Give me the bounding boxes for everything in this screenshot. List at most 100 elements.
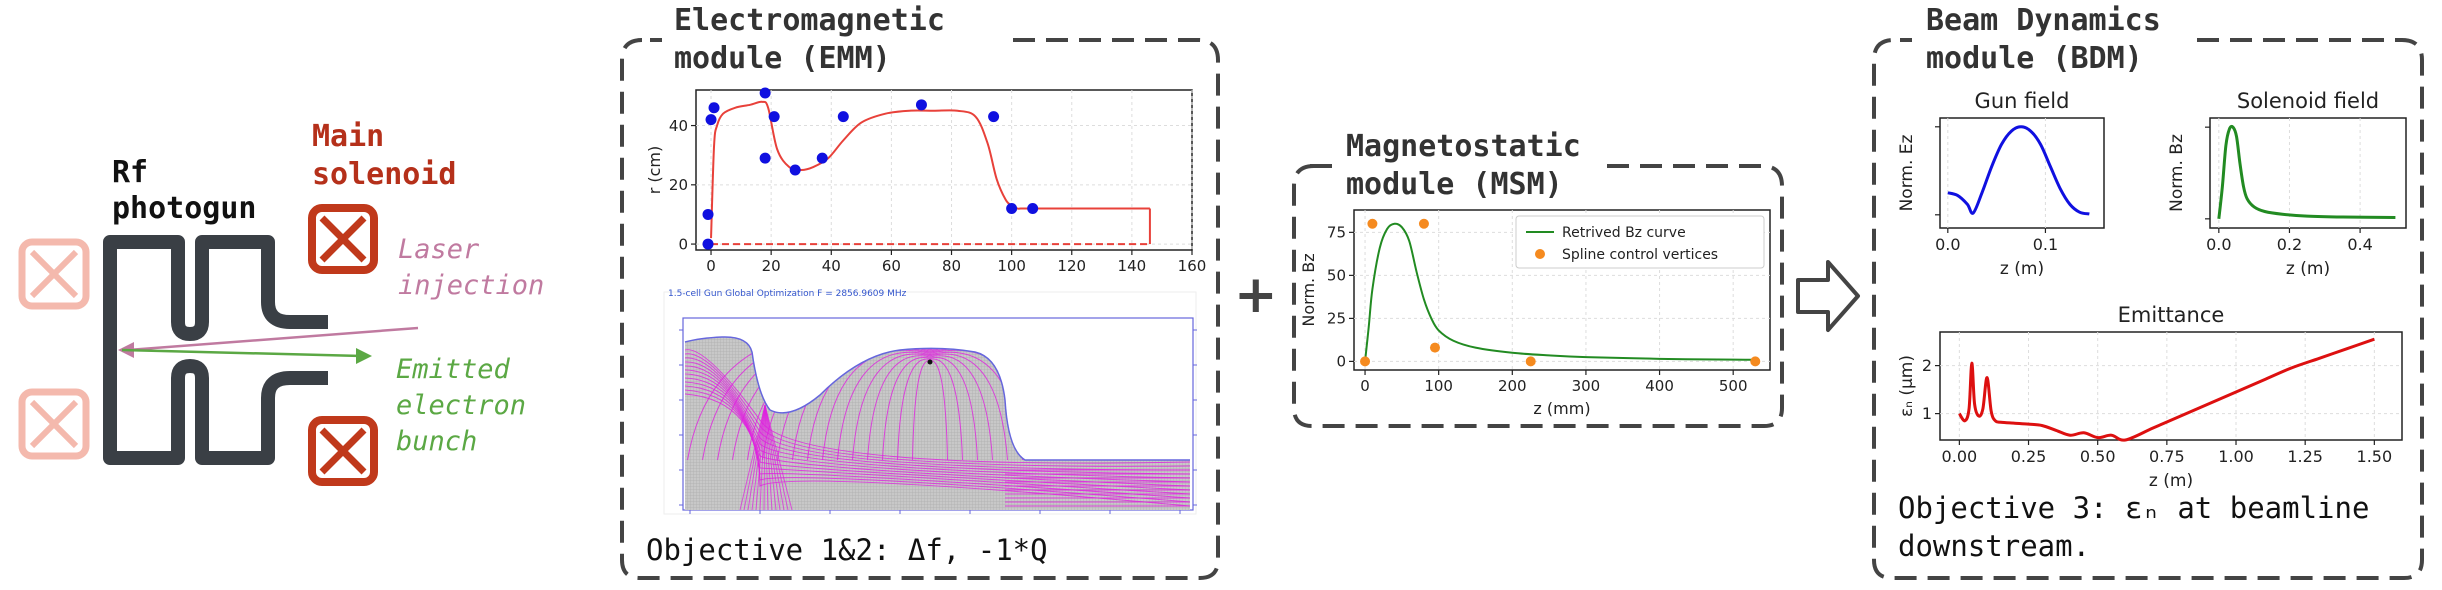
control-point bbox=[837, 111, 849, 123]
bdm-title-2: module (BDM) bbox=[1926, 41, 2143, 76]
spline-vertex bbox=[1525, 356, 1536, 367]
control-point bbox=[702, 208, 714, 220]
y-axis-label: εₙ (μm) bbox=[1897, 355, 1917, 417]
x-tick-label: 80 bbox=[942, 257, 961, 275]
contour-line bbox=[867, 355, 993, 461]
spline-vertex bbox=[1360, 356, 1371, 367]
rf-label-2: photogun bbox=[112, 191, 257, 226]
contour-line bbox=[751, 404, 766, 510]
x-tick-label: 120 bbox=[1057, 257, 1086, 275]
electron-label-3: bunch bbox=[396, 426, 477, 457]
y-tick-label: 50 bbox=[1327, 267, 1346, 285]
y-tick-label: 20 bbox=[669, 176, 688, 194]
control-point bbox=[789, 164, 801, 176]
faded-solenoid-bottom bbox=[18, 388, 90, 460]
contour-line bbox=[685, 353, 1190, 467]
solenoid-label-1: Main bbox=[312, 119, 384, 154]
msm-title-2: module (MSM) bbox=[1346, 167, 1563, 202]
control-point bbox=[759, 152, 771, 164]
y-axis-label: r (cm) bbox=[645, 146, 664, 195]
legend-entry: Spline control vertices bbox=[1562, 247, 1718, 263]
y-tick-label: 25 bbox=[1327, 310, 1346, 328]
electron-label-2: electron bbox=[396, 390, 526, 421]
y-tick-label: 1 bbox=[1922, 404, 1932, 423]
x-tick-label: 0.50 bbox=[2080, 447, 2116, 466]
x-tick-label: 0 bbox=[706, 257, 716, 275]
contour-line bbox=[759, 404, 766, 510]
x-tick-label: 140 bbox=[1118, 257, 1147, 275]
spline-vertex bbox=[1429, 342, 1440, 353]
x-tick-label: 100 bbox=[1424, 377, 1453, 395]
gun-cavity-top-wall bbox=[103, 235, 328, 346]
contour-line bbox=[764, 404, 773, 510]
contour-line bbox=[764, 404, 781, 510]
contour-line bbox=[685, 369, 1190, 483]
x-axis-label: z (mm) bbox=[1533, 399, 1590, 418]
emm-border bbox=[620, 38, 1220, 580]
x-tick-label: 0.2 bbox=[2277, 235, 2302, 254]
x-tick-label: 0.1 bbox=[2033, 235, 2058, 254]
emittance-plot: 0.00 0.25 0.50 0.75 1.00 1.25 1.50 1 2 z (m) εₙ (μ… bbox=[1897, 303, 2403, 491]
laser-label-1: Laser bbox=[398, 234, 480, 265]
msm-bz-plot: 0 100 200 300 400 500 0 25 50 75 z (mm) Norm. Bz Ret… bbox=[1299, 209, 1771, 418]
contour-line bbox=[897, 358, 963, 461]
emm-title-2: module (EMM) bbox=[674, 41, 891, 76]
plot-frame bbox=[2209, 117, 2407, 229]
x-tick-label: 0.00 bbox=[1942, 447, 1978, 466]
control-point bbox=[816, 152, 828, 164]
plot-title: Emittance bbox=[2118, 303, 2225, 327]
x-tick-label: 0.75 bbox=[2149, 447, 2185, 466]
contour-line bbox=[685, 349, 1190, 464]
bdm-objective-2: downstream. bbox=[1898, 529, 2090, 563]
x-tick-label: 0.0 bbox=[2206, 235, 2231, 254]
msm-title-1: Magnetostatic bbox=[1346, 129, 1581, 164]
contour-line bbox=[755, 404, 766, 510]
solenoid-field-plot: 0.0 0.2 0.4 z (m) Norm. Bz Solenoid field bbox=[2167, 89, 2407, 279]
legend-box bbox=[1515, 215, 1765, 269]
contour-line bbox=[747, 404, 766, 510]
sim-caption: 1.5-cell Gun Global Optimization F = 285… bbox=[668, 289, 907, 299]
y-axis-label: Norm. Ez bbox=[1897, 135, 1917, 212]
plus-sign: + bbox=[1234, 265, 1278, 325]
emm-profile-plot: 0 20 40 60 80 100 120 140 160 0 20 40 r (cm) bbox=[645, 87, 1206, 275]
contour-line bbox=[852, 353, 1008, 461]
contour-line bbox=[763, 404, 766, 510]
x-tick-label: 100 bbox=[997, 257, 1026, 275]
gun-field-curve bbox=[1947, 125, 2090, 216]
msm-module: Magnetostatic module (MSM) 0 100 200 300 400… bbox=[1292, 126, 1784, 428]
contour-line bbox=[685, 365, 1190, 479]
x-tick-label: 300 bbox=[1572, 377, 1601, 395]
x-tick-label: 400 bbox=[1645, 377, 1674, 395]
contour-line bbox=[764, 404, 777, 510]
y-tick-label: 2 bbox=[1922, 356, 1932, 375]
contour-line bbox=[764, 404, 793, 510]
contour-line bbox=[685, 357, 1190, 471]
photogun-schematic: Rf photogun Main solenoid Laser injectio… bbox=[18, 119, 544, 486]
spline-vertex bbox=[1750, 356, 1761, 367]
x-tick-label: 0 bbox=[1360, 377, 1370, 395]
x-tick-label: 200 bbox=[1498, 377, 1527, 395]
control-point bbox=[768, 111, 780, 123]
main-solenoid-top bbox=[308, 204, 378, 274]
faded-solenoid-top bbox=[18, 238, 90, 310]
msm-border bbox=[1292, 164, 1784, 428]
y-tick-label: 0 bbox=[678, 235, 688, 253]
y-tick-label: 40 bbox=[669, 117, 688, 135]
x-tick-label: 0.25 bbox=[2011, 447, 2047, 466]
control-point bbox=[702, 238, 714, 250]
hollow-right-arrow-icon bbox=[1796, 260, 1860, 332]
x-tick-label: 1.25 bbox=[2287, 447, 2323, 466]
control-point bbox=[988, 111, 1000, 123]
x-axis-label: z (m) bbox=[2286, 259, 2330, 279]
spline-vertex bbox=[1418, 218, 1429, 229]
x-axis-label: z (m) bbox=[2000, 259, 2044, 279]
spline-vertex bbox=[1367, 218, 1378, 229]
control-point bbox=[1006, 203, 1018, 215]
laser-label-2: injection bbox=[398, 270, 544, 301]
contour-line bbox=[739, 404, 766, 510]
contour-line bbox=[764, 404, 769, 510]
solenoid-label-2: solenoid bbox=[312, 157, 457, 192]
solenoid-field-curve bbox=[2217, 124, 2396, 219]
contour-line bbox=[685, 361, 1190, 475]
bdm-module: Beam Dynamics module (BDM) 0.0 0.1 z (m) No… bbox=[1872, 0, 2424, 580]
